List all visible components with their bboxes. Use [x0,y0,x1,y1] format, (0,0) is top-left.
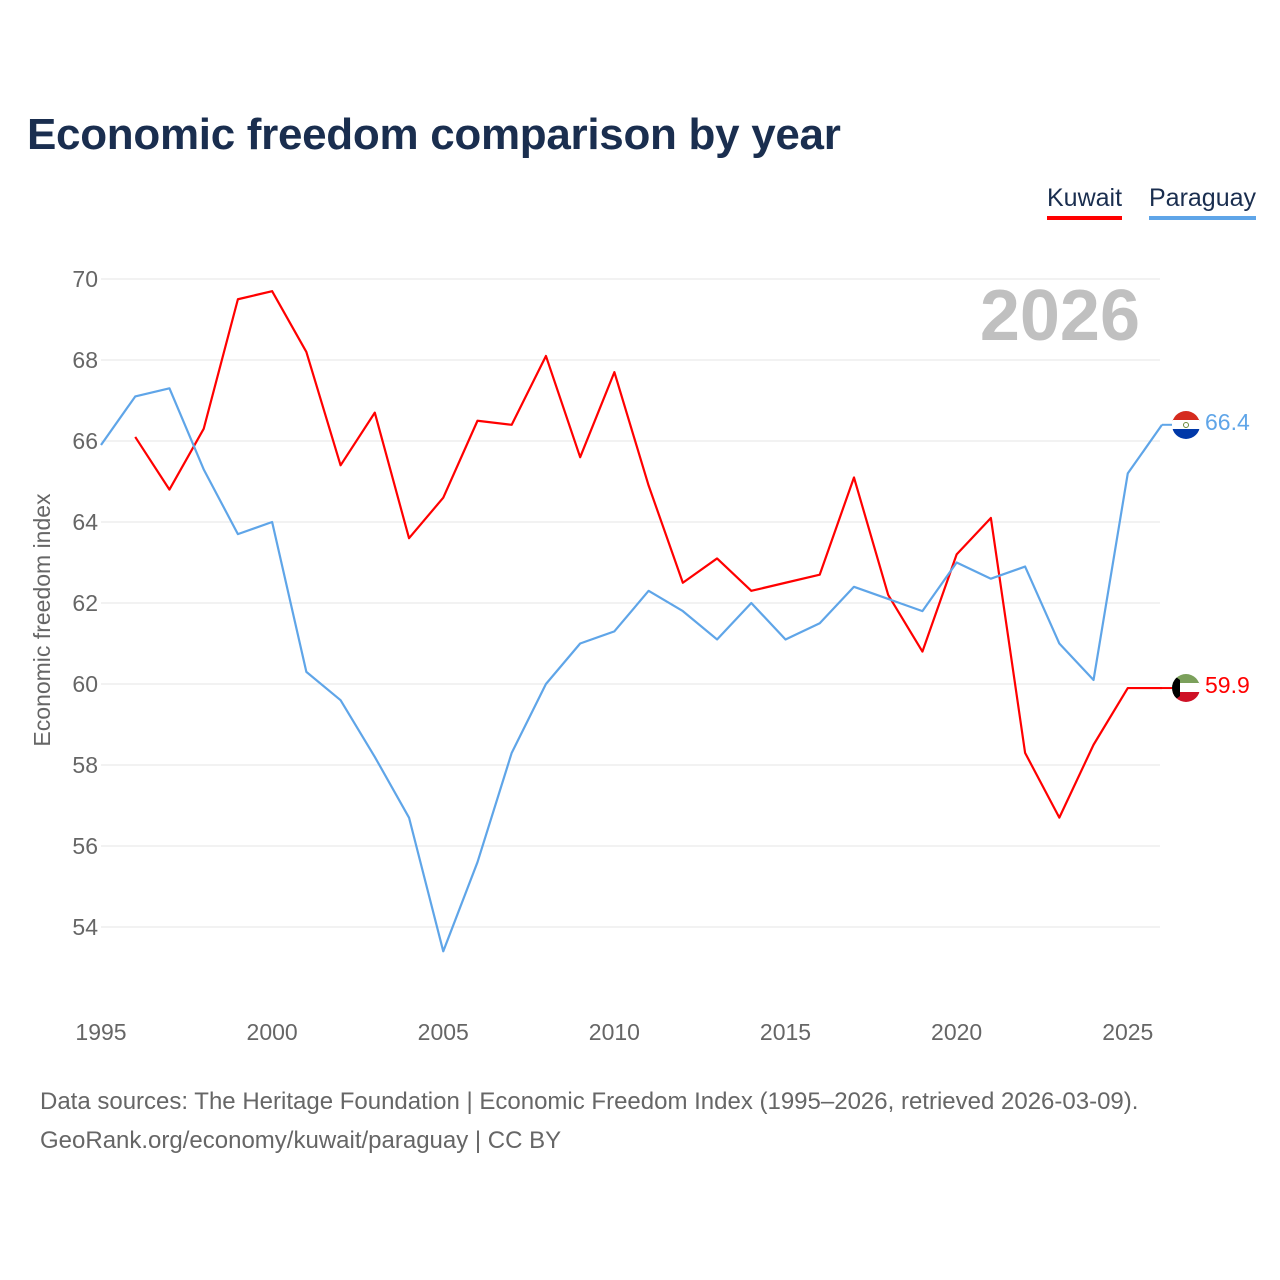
legend-item-paraguay[interactable]: Paraguay [1149,184,1257,220]
footer-sources: Data sources: The Heritage Foundation | … [40,1088,1139,1115]
y-tick-label: 70 [72,266,98,292]
legend-item-kuwait[interactable]: Kuwait [1047,184,1123,220]
x-tick-label: 2025 [1102,1019,1153,1045]
footer-link[interactable]: GeoRank.org/economy/kuwait/paraguay | CC… [40,1127,562,1154]
series-line-paraguay [100,387,1163,953]
paraguay-flag-icon [1172,411,1200,439]
y-tick-label: 58 [72,752,98,778]
kuwait-flag-icon [1172,674,1200,702]
x-tick-label: 2010 [589,1019,640,1045]
y-tick-label: 56 [72,833,98,859]
y-tick-label: 62 [72,590,98,616]
paraguay-end-label: 66.4 [1205,409,1250,435]
y-tick-label: 60 [72,671,98,697]
y-tick-label: 66 [72,428,98,454]
x-tick-label: 2005 [418,1019,469,1045]
series-line-kuwait [134,290,1162,819]
y-tick-label: 68 [72,347,98,373]
line-chart: 54 56 58 60 62 64 66 68 70 1995 2000 2005 2010 2015 20… [29,266,1250,1045]
x-tick-label: 2020 [931,1019,982,1045]
y-axis-label: Economic freedom index [29,493,55,747]
x-tick-label: 2015 [760,1019,811,1045]
x-tick-label: 1995 [75,1019,126,1045]
chart-title: Economic freedom comparison by year [27,110,841,159]
year-watermark: 2026 [980,276,1140,356]
y-tick-label: 54 [72,914,98,940]
kuwait-end-label: 59.9 [1205,672,1250,698]
gridlines: 54 56 58 60 62 64 66 68 70 1995 2000 2005 2010 2015 20… [72,266,1160,1045]
x-tick-label: 2000 [247,1019,298,1045]
y-tick-label: 64 [72,509,98,535]
